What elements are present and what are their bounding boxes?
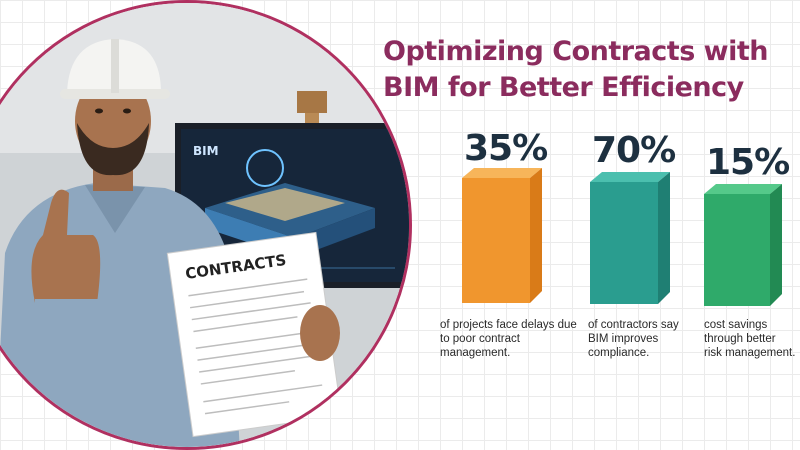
hero-photo: BIM: [0, 0, 412, 450]
hard-hat-icon: [60, 39, 170, 99]
page-title: Optimizing Contracts with BIM for Better…: [383, 34, 793, 106]
stat-value-3: 15%: [706, 142, 790, 183]
screen-label: BIM: [193, 144, 219, 158]
thumbs-up-icon: [31, 189, 101, 329]
stat-caption-1: of projects face delays due to poor cont…: [440, 319, 577, 359]
title-line-1: Optimizing Contracts with: [383, 36, 769, 67]
title-line-2: BIM for Better Efficiency: [383, 72, 744, 103]
stat-value-2: 70%: [592, 130, 676, 171]
stat-value-1: 35%: [464, 128, 548, 169]
stat-bar-3: [704, 184, 782, 306]
stat-caption-3: cost savings through better risk managem…: [704, 319, 796, 359]
stat-caption-2: of contractors say BIM improves complian…: [588, 319, 679, 359]
stat-bar-1: [462, 168, 542, 303]
contracts-document: CONTRACTS: [166, 231, 343, 438]
stat-bar-2: [590, 172, 670, 304]
